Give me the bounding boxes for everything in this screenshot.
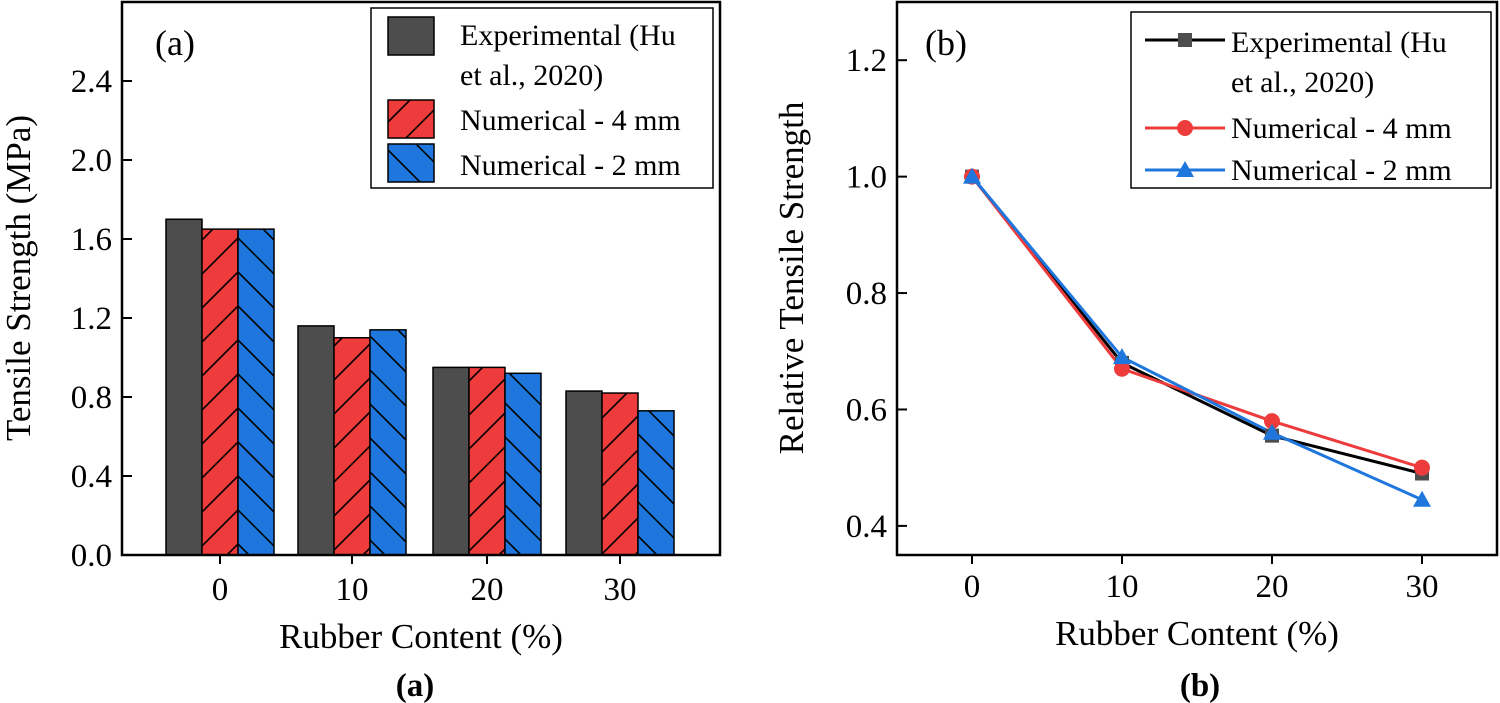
chart-b-frame bbox=[895, 0, 1499, 557]
chart-a-x-ticks: 0 10 20 30 bbox=[212, 555, 637, 608]
chart-a-legend-label-numerical-4mm: Numerical - 4 mm bbox=[460, 104, 681, 137]
bar-hatch-numerical-4mm-0 bbox=[202, 229, 238, 555]
chart-b-legend-label-experimental-line1: Experimental (Hu bbox=[1231, 26, 1447, 59]
point-numerical-4mm-20 bbox=[1264, 413, 1280, 430]
bar-hatch-numerical-2mm-20 bbox=[505, 373, 541, 555]
chart-b: 0.4 0.6 0.8 1.0 1.2 0 10 20 30 (b) Relative Ten… bbox=[772, 0, 1499, 703]
bar-experimental-0 bbox=[165, 218, 203, 556]
chart-a-y-tick-label: 1.6 bbox=[71, 222, 112, 258]
chart-a-x-tick-label: 0 bbox=[212, 572, 229, 608]
chart-a: 0.0 0.4 0.8 1.2 1.6 2.0 2.4 0 10 20 30 (a) Tensil… bbox=[0, 0, 722, 703]
point-numerical-2mm-10 bbox=[1113, 348, 1131, 365]
chart-b-y-axis-label: Relative Tensile Strength bbox=[772, 101, 811, 454]
chart-b-panel-label: (b) bbox=[925, 23, 967, 63]
chart-b-x-tick-label: 10 bbox=[1106, 569, 1139, 605]
chart-b-y-tick-label: 0.6 bbox=[846, 392, 887, 428]
chart-a-x-tick-label: 30 bbox=[604, 572, 637, 608]
point-numerical-2mm-20 bbox=[1263, 423, 1281, 440]
bar-experimental-20 bbox=[432, 366, 470, 556]
chart-b-x-tick-label: 30 bbox=[1406, 569, 1439, 605]
chart-a-x-axis-label: Rubber Content (%) bbox=[279, 617, 563, 656]
bar-hatch-numerical-4mm-20 bbox=[469, 367, 505, 555]
bar-hatch-numerical-4mm-10 bbox=[334, 337, 370, 555]
chart-a-legend-label-experimental-line1: Experimental (Hu bbox=[460, 19, 676, 52]
chart-b-legend-label-experimental-line2: et al., 2020) bbox=[1231, 66, 1374, 99]
bar-hatch-numerical-4mm-30 bbox=[602, 393, 638, 555]
chart-a-x-tick-label: 20 bbox=[471, 572, 504, 608]
chart-a-caption: (a) bbox=[396, 668, 434, 703]
chart-b-lines bbox=[963, 167, 1431, 507]
bar-hatch-numerical-2mm-0 bbox=[238, 229, 274, 555]
chart-b-caption: (b) bbox=[1180, 668, 1220, 703]
chart-a-bars bbox=[165, 218, 675, 556]
chart-a-legend: Experimental (Hu et al., 2020) Numerical… bbox=[370, 7, 714, 189]
chart-a-y-ticks: 0.0 0.4 0.8 1.2 1.6 2.0 2.4 bbox=[71, 64, 132, 574]
chart-b-x-tick-label: 20 bbox=[1256, 569, 1289, 605]
chart-b-x-axis-label: Rubber Content (%) bbox=[1055, 614, 1339, 653]
chart-b-y-tick-label: 0.8 bbox=[846, 276, 887, 312]
chart-b-legend-label-numerical-2mm: Numerical - 2 mm bbox=[1231, 154, 1452, 187]
chart-b-x-ticks: 0 10 20 30 bbox=[964, 555, 1439, 605]
chart-a-panel-label: (a) bbox=[155, 23, 195, 63]
bar-hatch-numerical-2mm-30 bbox=[638, 410, 674, 555]
point-numerical-4mm-10 bbox=[1114, 360, 1130, 377]
chart-b-legend-marker-experimental bbox=[1178, 33, 1192, 47]
point-numerical-2mm-0 bbox=[963, 167, 981, 184]
chart-a-y-tick-label: 0.0 bbox=[71, 538, 112, 574]
chart-b-y-tick-label: 1.2 bbox=[846, 43, 887, 79]
bar-experimental-10 bbox=[297, 325, 335, 556]
chart-a-x-tick-label: 10 bbox=[336, 572, 369, 608]
line-numerical-2mm bbox=[970, 175, 1423, 502]
bar-experimental-30 bbox=[565, 390, 603, 556]
point-numerical-2mm-30 bbox=[1413, 490, 1431, 507]
chart-a-legend-swatch-numerical-2mm-hatch bbox=[388, 144, 434, 182]
chart-b-y-ticks: 0.4 0.6 0.8 1.0 1.2 bbox=[846, 43, 907, 545]
bar-hatch-numerical-2mm-10 bbox=[370, 329, 406, 555]
chart-b-legend-marker-numerical-4mm bbox=[1177, 120, 1193, 136]
chart-b-legend: Experimental (Hu et al., 2020) Numerical… bbox=[1130, 11, 1492, 189]
chart-a-y-tick-label: 0.4 bbox=[71, 459, 112, 495]
chart-b-legend-label-numerical-4mm: Numerical - 4 mm bbox=[1231, 112, 1452, 145]
chart-a-y-axis-label: Tensile Strength (MPa) bbox=[0, 115, 38, 441]
chart-a-y-tick-label: 2.0 bbox=[71, 143, 112, 179]
chart-b-x-tick-label: 0 bbox=[964, 569, 981, 605]
chart-a-frame bbox=[120, 0, 722, 557]
chart-a-y-tick-label: 2.4 bbox=[71, 64, 112, 100]
chart-a-legend-label-experimental-line2: et al., 2020) bbox=[460, 59, 603, 92]
point-numerical-4mm-30 bbox=[1414, 459, 1430, 476]
chart-b-legend-marker-numerical-2mm bbox=[1176, 161, 1194, 177]
chart-b-y-tick-label: 0.4 bbox=[846, 509, 887, 545]
chart-a-y-tick-label: 1.2 bbox=[71, 301, 112, 337]
chart-a-legend-swatch-experimental bbox=[387, 16, 435, 56]
line-numerical-4mm bbox=[970, 175, 1423, 470]
chart-a-y-tick-label: 0.8 bbox=[71, 380, 112, 416]
chart-a-legend-label-numerical-2mm: Numerical - 2 mm bbox=[460, 149, 681, 182]
chart-b-y-tick-label: 1.0 bbox=[846, 160, 887, 196]
line-experimental bbox=[970, 175, 1423, 475]
chart-a-legend-swatch-numerical-4mm-hatch bbox=[388, 100, 434, 138]
